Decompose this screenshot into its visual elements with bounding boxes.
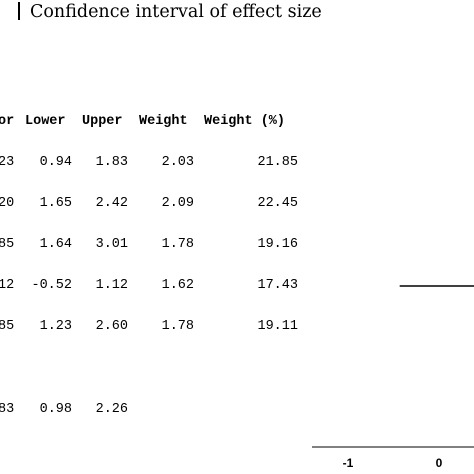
- row-weight-pct: 19.11: [257, 319, 298, 334]
- row-weight-pct: 17.43: [257, 278, 298, 293]
- row-weight: 1.62: [161, 278, 194, 293]
- row-weight: 1.78: [161, 319, 194, 334]
- row-lower: 0.94: [39, 155, 72, 170]
- column-header-lower: Lower: [25, 114, 66, 129]
- row-lower: 1.23: [39, 319, 72, 334]
- row-weight-pct: 19.16: [257, 237, 298, 252]
- row-ratio: 85: [0, 237, 15, 252]
- row-weight: 2.09: [161, 196, 194, 211]
- row-ratio: 20: [0, 196, 15, 211]
- chart-title: Confidence interval of effect size: [18, 0, 322, 26]
- row-lower: -0.52: [31, 278, 72, 293]
- column-header-weight: Weight: [139, 114, 188, 129]
- row-ratio: 85: [0, 319, 15, 334]
- row-weight-pct: 22.45: [257, 196, 298, 211]
- summary-upper: 2.26: [95, 402, 128, 417]
- row-upper: 2.60: [95, 319, 128, 334]
- row-lower: 1.65: [39, 196, 72, 211]
- chart-title-text: Confidence interval of effect size: [30, 2, 322, 22]
- summary-ratio: 83: [0, 402, 15, 417]
- row-weight: 1.78: [161, 237, 194, 252]
- row-weight: 2.03: [161, 155, 194, 170]
- column-header-ratio: or: [0, 114, 15, 129]
- column-header-upper: Upper: [82, 114, 123, 129]
- row-upper: 2.42: [95, 196, 128, 211]
- row-upper: 3.01: [95, 237, 128, 252]
- x-tick-label: -1: [343, 456, 354, 470]
- summary-lower: 0.98: [39, 402, 72, 417]
- row-ratio: 12: [0, 278, 15, 293]
- row-upper: 1.12: [95, 278, 128, 293]
- title-divider: [18, 2, 20, 20]
- row-weight-pct: 21.85: [257, 155, 298, 170]
- x-tick-label: 0: [436, 456, 443, 470]
- column-header-weight-pct: Weight (%): [204, 114, 286, 129]
- row-lower: 1.64: [39, 237, 72, 252]
- row-upper: 1.83: [95, 155, 128, 170]
- row-ratio: 23: [0, 155, 15, 170]
